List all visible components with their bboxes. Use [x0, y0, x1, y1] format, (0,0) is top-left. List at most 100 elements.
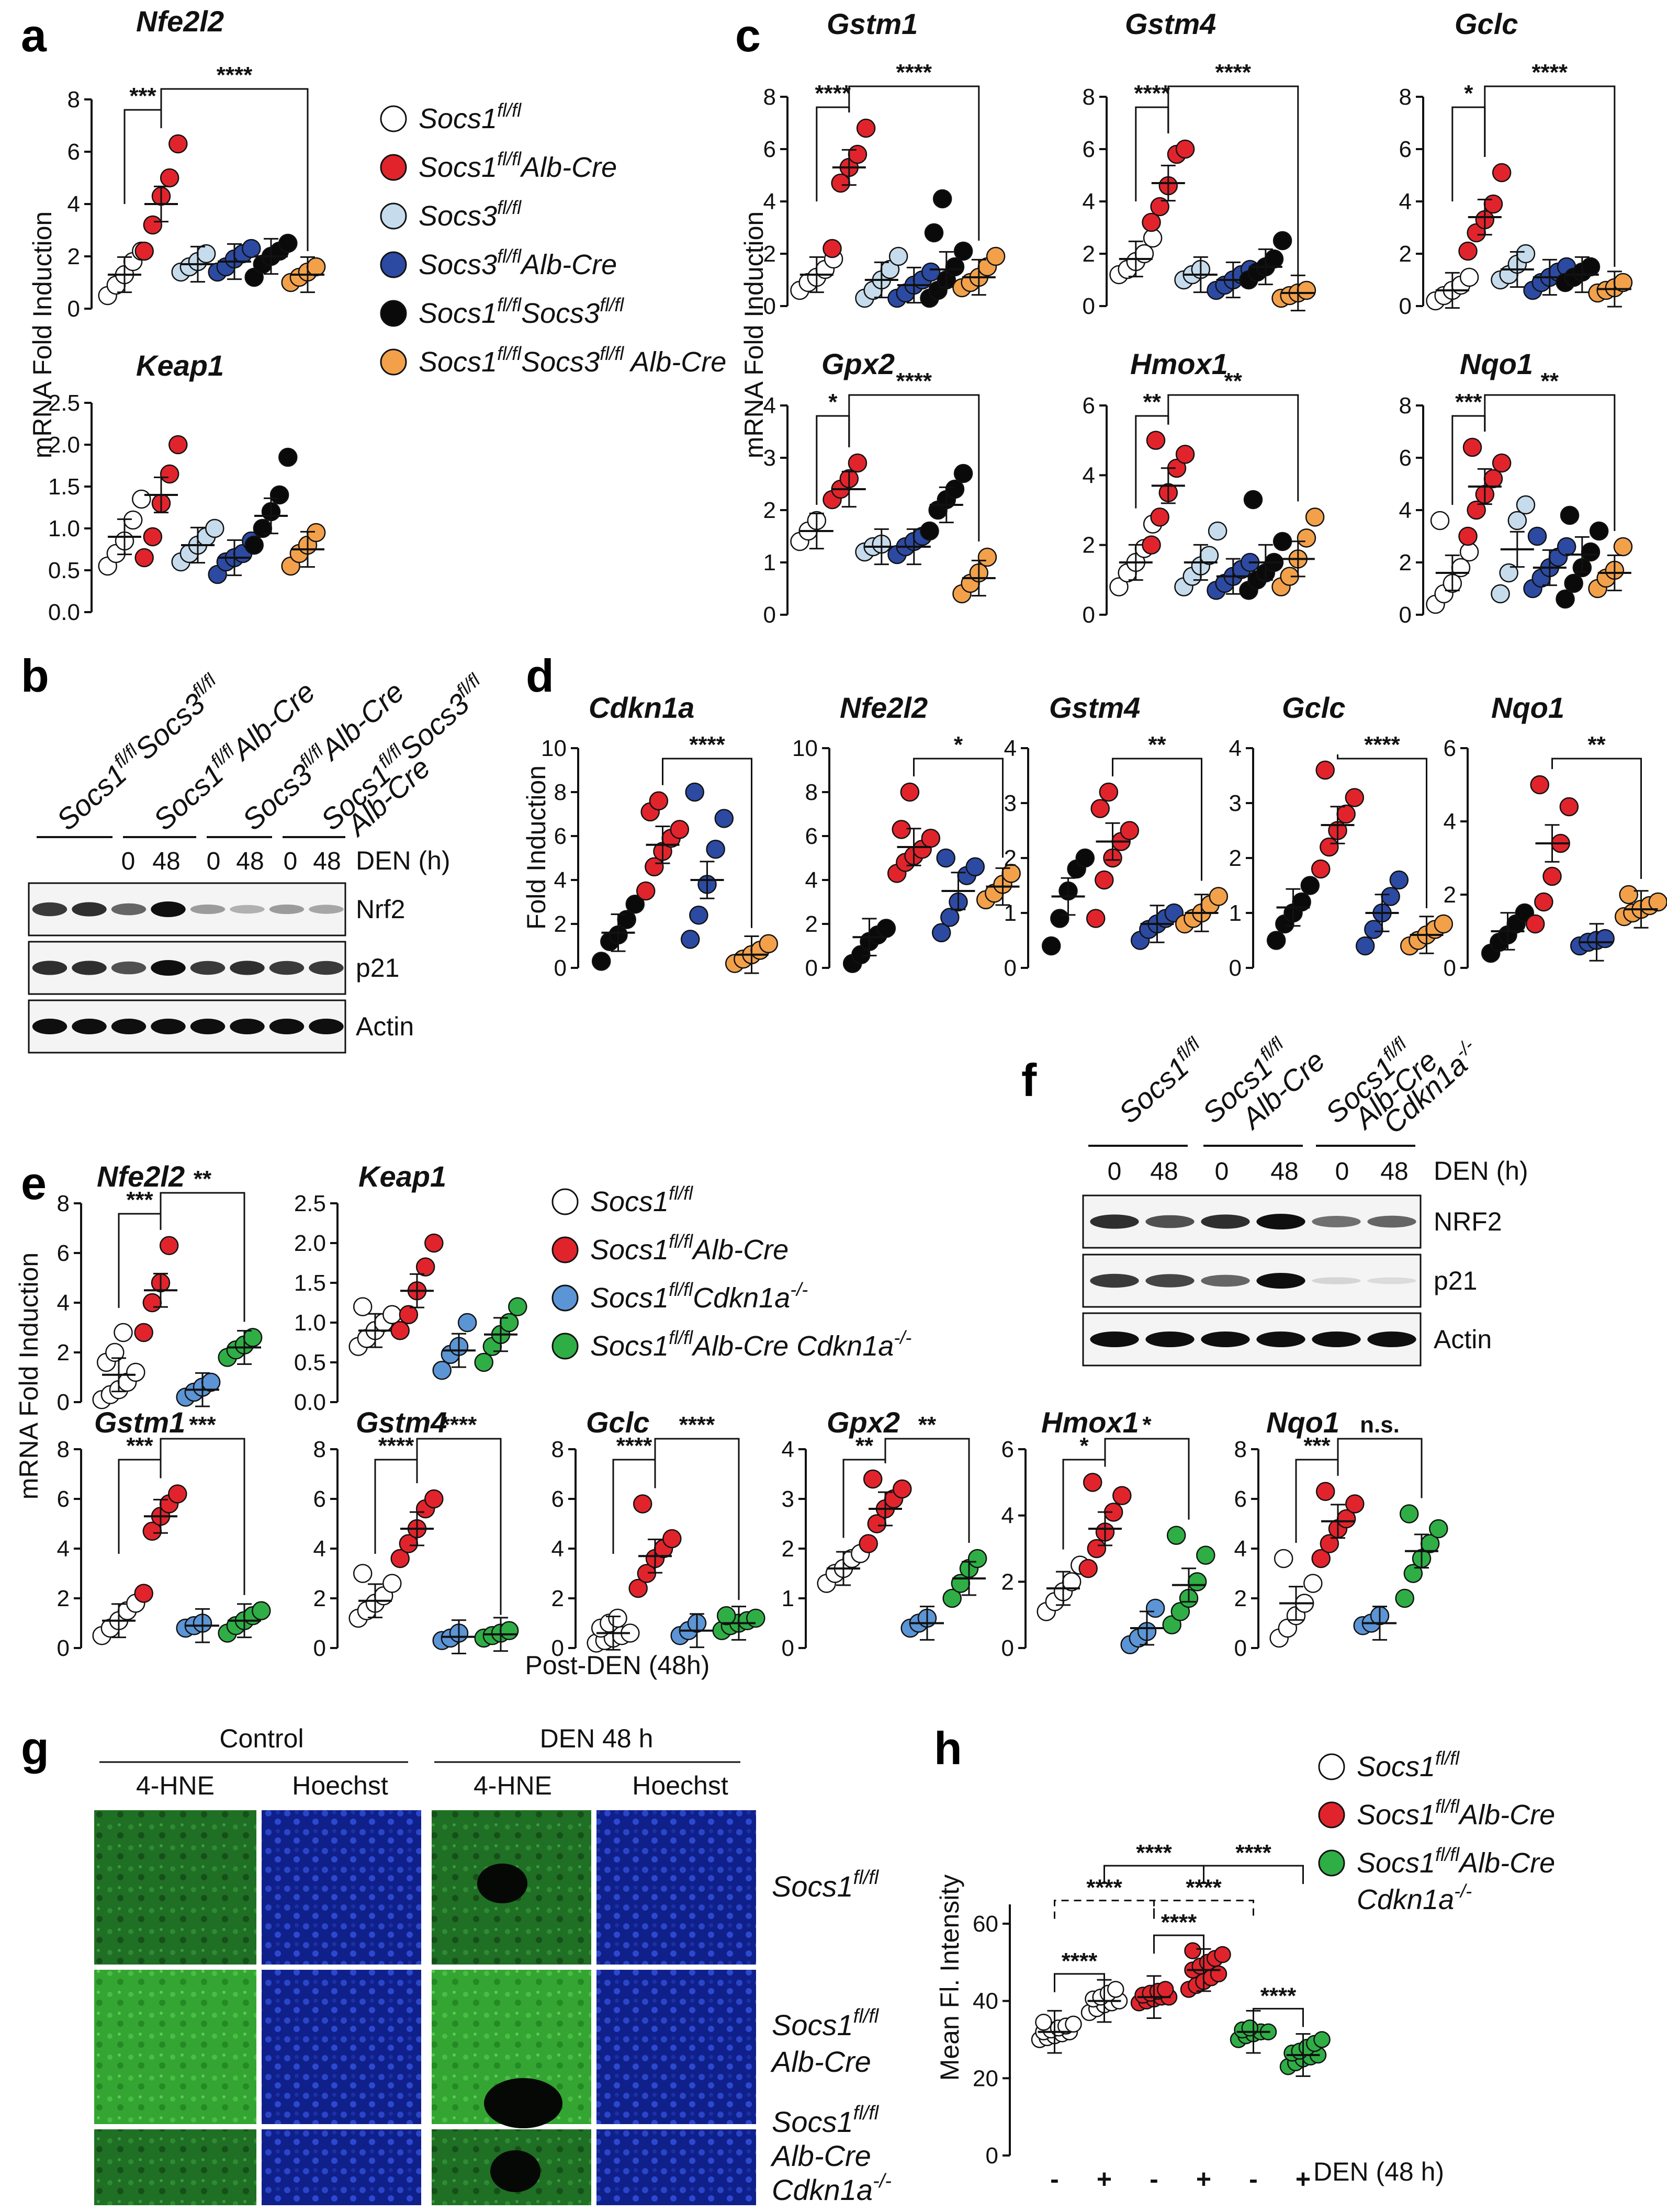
blot-band: [111, 961, 147, 975]
blot-b-lane-2: Socs1fl/flAlb-Cre: [145, 673, 321, 837]
data-point: [134, 241, 154, 261]
data-point: [921, 262, 941, 282]
blot-band: [1201, 1274, 1250, 1287]
data-point: [1175, 139, 1195, 159]
y-tick-label: 4: [1399, 498, 1412, 523]
data-point: [1434, 914, 1454, 934]
blot-band: [32, 1019, 67, 1034]
legend-panel-h: Socs1fl/fl Socs1fl/flAlb-Cre Socs1fl/flAlb…: [1318, 1747, 1555, 1915]
ylabel-panel-e: mRNA Fold Induction: [14, 1252, 43, 1499]
data-point: [689, 905, 708, 925]
significance-label: ****: [378, 1433, 414, 1459]
significance-label: ***: [189, 1412, 216, 1438]
significance-bracket: [1337, 754, 1427, 908]
chart-gstm1-e: 0 2 4 6 8 Gstm1*** ***: [57, 1406, 271, 1661]
y-tick-label: 2: [313, 1586, 326, 1611]
legend-marker: [380, 154, 407, 181]
significance-bracket: [654, 1438, 740, 1600]
y-tick-label: 1.5: [294, 1270, 326, 1296]
y-tick-label: 4: [1083, 189, 1095, 215]
data-point: [1564, 573, 1583, 593]
h-bracket: [1203, 1865, 1304, 1884]
data-point: [1065, 2015, 1082, 2033]
blot-f-row-nrf2: NRF2: [1434, 1207, 1502, 1236]
blot-band: [269, 1019, 305, 1034]
data-point: [1355, 936, 1375, 956]
data-point: [1467, 500, 1486, 520]
data-point: [706, 839, 725, 859]
g-stain-hoechst: Hoechst: [632, 1771, 728, 1800]
x-den-label: +: [1097, 2164, 1112, 2194]
blot-band: [190, 1019, 226, 1034]
chart-keap1-a: 0.0 0.5 1.0 1.5 2.0 2.5 Keap1: [48, 349, 326, 625]
micrograph-ctrl-ko-4hne: [94, 1970, 256, 2124]
data-point: [953, 241, 973, 261]
data-point: [662, 1529, 682, 1549]
chart-title: Keap1: [358, 1160, 446, 1193]
data-point: [1274, 1549, 1293, 1568]
data-point: [856, 118, 876, 138]
data-point: [680, 930, 700, 949]
data-point: [160, 168, 179, 188]
legend-marker: [380, 251, 407, 278]
significance-label: ****: [815, 81, 851, 106]
data-point: [269, 485, 289, 505]
blot-band: [230, 961, 265, 975]
significance-label: ****: [1134, 81, 1170, 106]
panel-letter-d: d: [526, 650, 554, 702]
blot-band: [111, 903, 147, 916]
data-point: [1035, 2013, 1052, 2031]
blot-band: [1201, 1331, 1250, 1347]
data-point: [1107, 1981, 1124, 1998]
data-point: [1264, 249, 1284, 269]
significance-bracket: [1337, 1438, 1423, 1498]
g-condition-control: Control: [219, 1724, 303, 1753]
y-tick-label: 1.0: [294, 1310, 326, 1336]
data-point: [1120, 821, 1140, 840]
data-point: [1241, 2019, 1258, 2037]
data-point: [1345, 788, 1365, 807]
data-point: [633, 1494, 652, 1514]
y-tick-label: 6: [763, 137, 776, 162]
ylabel-panel-d: Fold Induction: [522, 765, 551, 930]
y-tick-label: 0: [1444, 955, 1456, 981]
y-tick-label: 2: [1234, 1586, 1247, 1611]
blot-b-row-nrf2: Nrf2: [356, 895, 405, 924]
data-point: [965, 857, 985, 877]
data-point: [1078, 1559, 1098, 1578]
data-point: [945, 479, 965, 499]
y-tick-label: 40: [973, 1989, 998, 2014]
significance-label: n.s.: [1360, 1412, 1400, 1438]
chart-mfi-h: 0 20 40 60 - + - + - +: [973, 1904, 1331, 2194]
chart-gclc-d: 0 1 2 3 4 Gclc ****: [1229, 691, 1454, 981]
legend-label: Socs1fl/flAlb-Cre: [419, 148, 617, 183]
data-point: [1086, 909, 1106, 928]
data-point: [1305, 507, 1325, 527]
blot-band: [1367, 1277, 1416, 1284]
significance-label: *: [828, 389, 838, 415]
data-point: [1109, 577, 1129, 596]
micrograph-ctrl-dko-4hne: [94, 2129, 256, 2205]
legend-marker: [1318, 1801, 1345, 1829]
h-bracket: [1054, 1973, 1105, 1992]
y-tick-label: 2: [1399, 550, 1412, 575]
significance-label: **: [855, 1433, 874, 1459]
y-tick-label: 6: [551, 1486, 564, 1512]
blot-f-den-label: DEN (h): [1434, 1156, 1528, 1186]
data-point: [114, 1323, 133, 1342]
data-point: [932, 189, 952, 209]
data-point: [252, 1601, 271, 1620]
data-point: [242, 239, 261, 258]
blot-f-den-48: 48: [1150, 1158, 1178, 1186]
chart-title: Nfe2l2: [840, 691, 928, 724]
data-point: [390, 1549, 410, 1568]
chart-title: Gstm4: [1049, 691, 1140, 724]
significance-bracket: [160, 1192, 245, 1322]
significance-label: ***: [1303, 1433, 1331, 1459]
y-tick-label: 3: [763, 445, 776, 471]
significance-bracket: [1104, 1438, 1190, 1520]
h-den-label: DEN (48 h): [1313, 2157, 1444, 2186]
data-point: [1311, 1549, 1331, 1568]
